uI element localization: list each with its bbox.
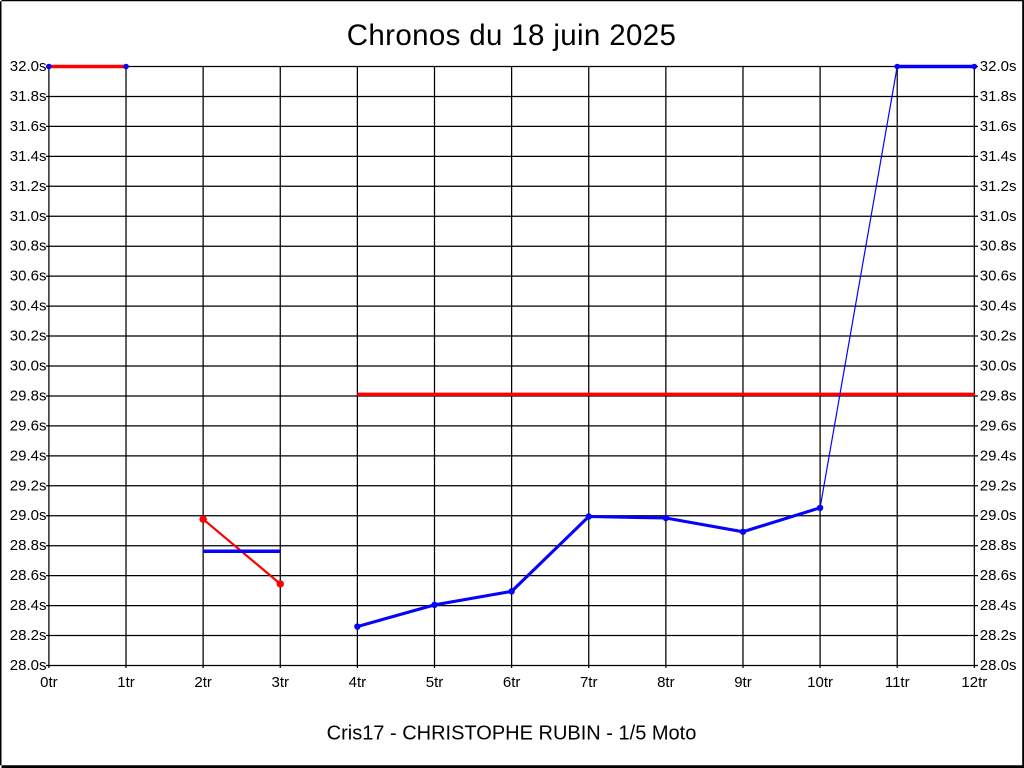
svg-text:Chronos du 18 juin 2025: Chronos du 18 juin 2025 xyxy=(347,19,677,52)
svg-text:30.2s: 30.2s xyxy=(980,328,1017,345)
svg-text:30.0s: 30.0s xyxy=(10,358,47,375)
svg-text:31.6s: 31.6s xyxy=(980,118,1017,135)
svg-text:31.6s: 31.6s xyxy=(10,118,47,135)
svg-text:29.6s: 29.6s xyxy=(10,417,47,434)
svg-text:28.6s: 28.6s xyxy=(980,567,1017,584)
svg-text:28.4s: 28.4s xyxy=(980,597,1017,614)
svg-text:31.2s: 31.2s xyxy=(980,178,1017,195)
svg-text:30.2s: 30.2s xyxy=(10,328,47,345)
svg-text:32.0s: 32.0s xyxy=(980,58,1017,75)
svg-text:6tr: 6tr xyxy=(503,674,521,691)
svg-text:32.0s: 32.0s xyxy=(10,58,47,75)
svg-text:12tr: 12tr xyxy=(961,674,987,691)
svg-text:3tr: 3tr xyxy=(272,674,290,691)
svg-text:31.2s: 31.2s xyxy=(10,178,47,195)
svg-text:29.8s: 29.8s xyxy=(10,387,47,404)
svg-text:31.8s: 31.8s xyxy=(10,88,47,105)
svg-text:29.4s: 29.4s xyxy=(10,447,47,464)
svg-text:28.2s: 28.2s xyxy=(980,627,1017,644)
svg-text:31.8s: 31.8s xyxy=(980,88,1017,105)
svg-text:2tr: 2tr xyxy=(194,674,212,691)
svg-text:30.6s: 30.6s xyxy=(980,268,1017,285)
svg-text:4tr: 4tr xyxy=(349,674,367,691)
svg-text:30.8s: 30.8s xyxy=(10,238,47,255)
svg-text:5tr: 5tr xyxy=(426,674,444,691)
svg-text:28.8s: 28.8s xyxy=(10,537,47,554)
svg-text:30.4s: 30.4s xyxy=(10,298,47,315)
svg-text:0tr: 0tr xyxy=(40,674,58,691)
svg-text:31.4s: 31.4s xyxy=(980,148,1017,165)
svg-text:29.0s: 29.0s xyxy=(10,507,47,524)
svg-text:11tr: 11tr xyxy=(885,674,910,691)
svg-text:28.4s: 28.4s xyxy=(10,597,47,614)
svg-text:30.8s: 30.8s xyxy=(980,238,1017,255)
svg-text:29.2s: 29.2s xyxy=(980,477,1017,494)
svg-text:1tr: 1tr xyxy=(117,674,135,691)
svg-text:8tr: 8tr xyxy=(657,674,675,691)
svg-text:29.2s: 29.2s xyxy=(10,477,47,494)
svg-text:28.0s: 28.0s xyxy=(980,657,1017,674)
svg-text:31.0s: 31.0s xyxy=(980,208,1017,225)
svg-text:29.4s: 29.4s xyxy=(980,447,1017,464)
svg-text:30.0s: 30.0s xyxy=(980,358,1017,375)
svg-text:29.0s: 29.0s xyxy=(980,507,1017,524)
svg-text:28.2s: 28.2s xyxy=(10,627,47,644)
svg-text:28.6s: 28.6s xyxy=(10,567,47,584)
svg-text:10tr: 10tr xyxy=(807,674,833,691)
svg-text:31.4s: 31.4s xyxy=(10,148,47,165)
svg-text:30.6s: 30.6s xyxy=(10,268,47,285)
svg-text:29.6s: 29.6s xyxy=(980,417,1017,434)
svg-text:31.0s: 31.0s xyxy=(10,208,47,225)
svg-text:28.0s: 28.0s xyxy=(10,657,47,674)
svg-text:9tr: 9tr xyxy=(734,674,752,691)
svg-text:28.8s: 28.8s xyxy=(980,537,1017,554)
svg-text:7tr: 7tr xyxy=(580,674,598,691)
svg-text:30.4s: 30.4s xyxy=(980,298,1017,315)
svg-text:Cris17 - CHRISTOPHE RUBIN - 1/: Cris17 - CHRISTOPHE RUBIN - 1/5 Moto xyxy=(327,722,697,744)
svg-text:29.8s: 29.8s xyxy=(980,387,1017,404)
